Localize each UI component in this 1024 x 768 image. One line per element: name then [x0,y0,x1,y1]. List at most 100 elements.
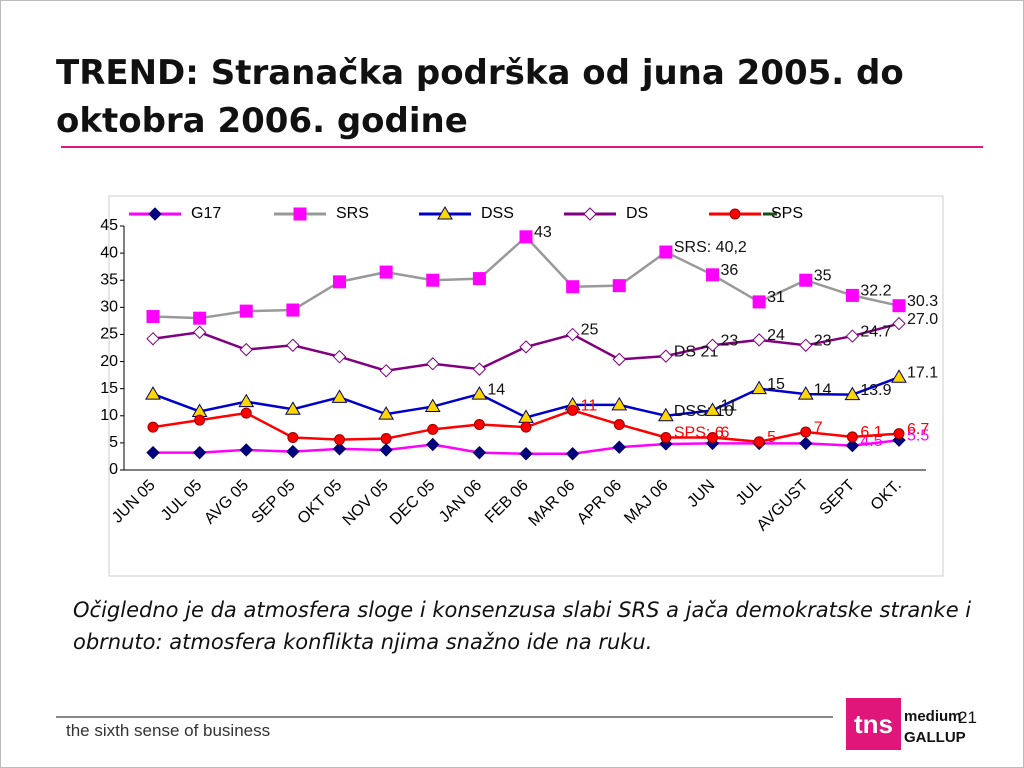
marker [331,389,348,403]
marker [239,304,253,318]
logo: tns [846,698,901,750]
marker [519,340,533,354]
x-tick-label: DEC 05 [387,477,439,529]
marker [239,342,253,357]
y-tick-label: 20 [100,353,118,370]
value-label: 23 [814,333,832,350]
value-label: DS 21 [674,343,719,360]
value-label: 6 [721,425,730,442]
marker [471,386,488,400]
marker [286,338,300,352]
marker [472,362,487,376]
marker [660,431,672,443]
marker [293,207,307,221]
y-tick-label: 5 [109,434,118,451]
page-number: 21 [958,708,977,727]
marker [659,349,673,363]
marker [611,396,628,411]
value-label: 6.1 [860,424,882,441]
marker [240,407,252,419]
y-tick-label: 30 [100,299,118,316]
x-tick-label: JUN 05 [109,477,159,527]
marker [194,414,206,426]
marker [892,299,906,313]
value-label: 35 [814,267,832,284]
marker [473,418,485,430]
legend-label: DSS [481,205,514,222]
x-tick-label: JUL [733,477,765,509]
series-line [152,235,900,320]
marker [426,273,440,287]
marker [797,386,814,400]
y-tick-label: 0 [109,461,118,478]
value-label: SRS: 40,2 [674,239,747,256]
marker [752,333,766,347]
value-label: 31 [767,289,785,306]
marker [583,207,597,221]
note: Očigledno je da atmosfera sloge i konsen… [73,598,972,654]
marker [146,310,160,324]
marker [752,295,766,309]
x-tick-label: SEPT [817,477,859,519]
value-label: 30.3 [907,293,938,310]
y-tick-label: 15 [100,380,118,397]
marker [192,325,207,339]
value-label: 13.9 [860,382,891,399]
marker [520,421,532,433]
value-label: 11 [581,398,598,415]
value-label: 24 [767,327,785,344]
marker [285,401,301,415]
y-tick-label: 10 [100,407,118,424]
marker [892,316,906,331]
brand-top: medium [904,708,962,725]
marker [379,443,393,457]
brand-bottom: GALLUP [904,729,966,746]
marker [192,445,207,460]
marker [845,288,859,302]
marker [287,431,299,443]
value-label: 14 [487,381,505,398]
chart-frame [108,195,944,577]
marker [799,273,813,287]
x-tick-label: AVGUST [754,477,812,535]
marker [891,369,907,383]
marker [799,436,813,451]
marker [799,338,813,352]
x-tick-label: APR 06 [574,477,625,528]
marker [472,445,487,460]
marker [437,206,453,220]
marker [380,433,392,445]
title-rule [61,146,983,148]
marker [238,393,255,408]
value-label: 24.7 [860,323,891,340]
marker [332,349,347,364]
marker [612,352,626,367]
marker [753,436,765,448]
marker [193,311,207,325]
legend-label: SPS [771,205,803,222]
marker [146,445,160,460]
marker [844,386,861,401]
marker [800,426,812,438]
marker [379,265,393,279]
marker [427,423,439,435]
marker [846,431,858,443]
legend-label: G17 [191,205,221,222]
marker [378,406,394,420]
y-tick-label: 45 [100,217,118,234]
y-tick-label: 25 [100,326,118,343]
value-label: 32.2 [860,283,891,300]
marker [424,398,441,413]
marker [566,280,580,294]
marker [658,407,674,422]
marker [567,404,579,416]
value-label: 5.5 [907,427,929,444]
footer-rule [56,716,833,718]
marker [145,386,161,400]
marker [893,428,905,440]
value-label: 23 [721,333,739,350]
marker [146,332,160,346]
marker [659,245,673,259]
x-tick-label: AVG 05 [201,477,252,528]
